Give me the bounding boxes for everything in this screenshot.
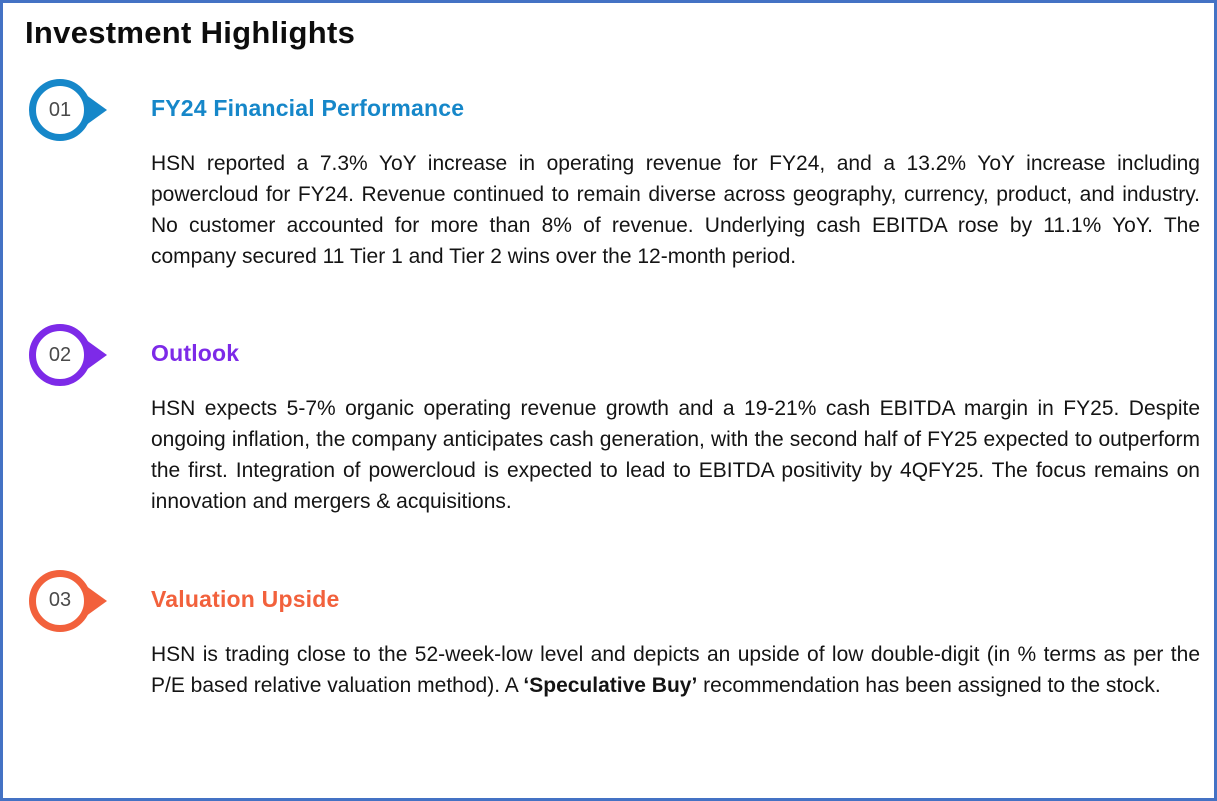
section-body: HSN expects 5-7% organic operating reven… bbox=[151, 397, 1200, 514]
section-content: Outlook HSN expects 5-7% organic operati… bbox=[151, 322, 1200, 517]
highlight-section-outlook: 02 Outlook HSN expects 5-7% organic oper… bbox=[29, 322, 1200, 517]
pin-ring: 01 bbox=[29, 79, 91, 141]
pin-number: 02 bbox=[48, 343, 72, 366]
pin-number: 03 bbox=[48, 589, 72, 612]
section-heading: Valuation Upside bbox=[151, 585, 340, 612]
pin-ring: 03 bbox=[29, 569, 91, 632]
section-body: HSN reported a 7.3% YoY increase in oper… bbox=[151, 152, 1200, 268]
numbered-pin-icon: 01 bbox=[29, 79, 107, 143]
highlight-section-valuation: 03 Valuation Upside HSN is trading close… bbox=[29, 568, 1200, 702]
section-body: HSN is trading close to the 52-week-low … bbox=[151, 640, 1200, 702]
bold-phrase: ‘Speculative Buy’ bbox=[523, 673, 698, 697]
body-text: HSN is trading close to the 52-week-low … bbox=[151, 642, 1200, 697]
body-text: recommendation has been assigned to the … bbox=[697, 673, 1161, 697]
highlight-section-fy24: 01 FY24 Financial Performance HSN report… bbox=[29, 77, 1200, 272]
section-heading: Outlook bbox=[151, 340, 240, 367]
pin-number: 01 bbox=[48, 98, 72, 121]
section-content: FY24 Financial Performance HSN reported … bbox=[151, 77, 1200, 272]
pin-ring: 02 bbox=[29, 324, 91, 387]
numbered-pin-icon: 02 bbox=[29, 324, 107, 388]
numbered-pin-icon: 03 bbox=[29, 569, 107, 634]
page-title: Investment Highlights bbox=[25, 15, 356, 50]
section-content: Valuation Upside HSN is trading close to… bbox=[151, 568, 1200, 702]
section-heading: FY24 Financial Performance bbox=[151, 95, 465, 121]
highlight-sections: 01 FY24 Financial Performance HSN report… bbox=[3, 51, 1214, 702]
